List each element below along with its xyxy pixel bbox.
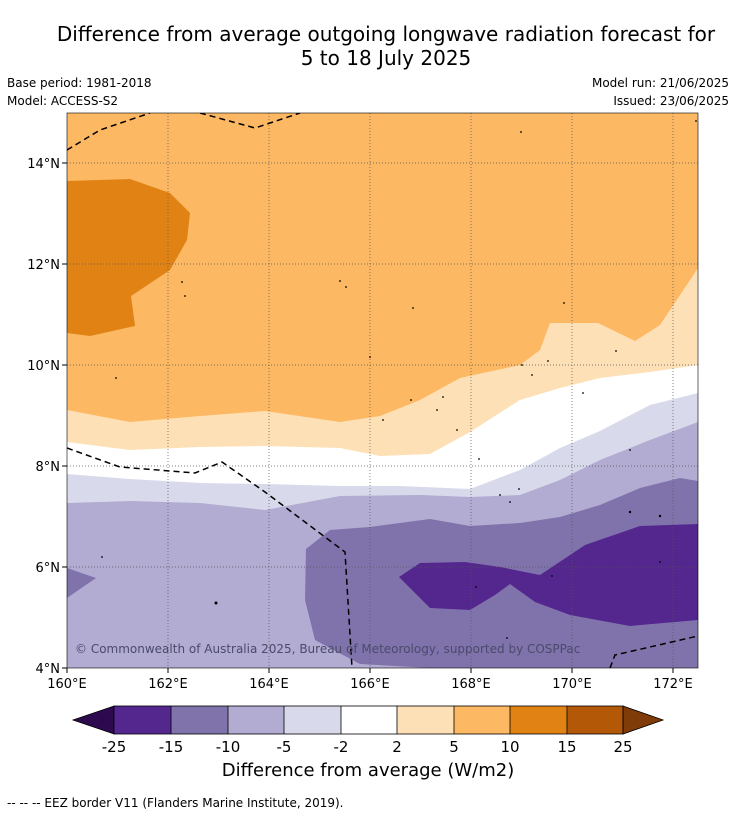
chart-title: Difference from average outgoing longwav… bbox=[0, 22, 736, 70]
colorbar-tick-9: 15 bbox=[557, 738, 576, 756]
colorbar-seg-5 bbox=[341, 706, 397, 734]
colorbar-seg-8 bbox=[510, 706, 567, 734]
colorbar-seg-9 bbox=[567, 706, 623, 734]
colorbar-seg-2 bbox=[171, 706, 228, 734]
y-tick-12n: 12°N bbox=[27, 258, 60, 273]
x-tick-170e: 170°E bbox=[552, 677, 592, 692]
colorbar-tick-2: -15 bbox=[159, 738, 184, 756]
x-tick-160e: 160°E bbox=[47, 677, 87, 692]
colorbar-tick-8: 10 bbox=[500, 738, 519, 756]
y-tick-4n: 4°N bbox=[36, 662, 61, 677]
title-line-2: 5 to 18 July 2025 bbox=[300, 46, 472, 70]
colorbar-tick-6: 2 bbox=[392, 738, 402, 756]
x-tick-166e: 166°E bbox=[350, 677, 390, 692]
copyright-text: © Commonwealth of Australia 2025, Bureau… bbox=[75, 642, 580, 656]
y-tick-6n: 6°N bbox=[36, 561, 61, 576]
colorbar-tick-7: 5 bbox=[449, 738, 459, 756]
colorbar-seg-1 bbox=[114, 706, 171, 734]
field-minus15-minus10-west bbox=[67, 568, 96, 598]
x-tick-162e: 162°E bbox=[148, 677, 188, 692]
y-tick-8n: 8°N bbox=[36, 460, 61, 475]
colorbar-label: Difference from average (W/m2) bbox=[221, 760, 515, 781]
grid-lines bbox=[67, 113, 698, 668]
eez-borders bbox=[67, 113, 698, 668]
field-minus25-minus15 bbox=[399, 524, 698, 626]
model-name: Model: ACCESS-S2 bbox=[7, 94, 119, 108]
islands bbox=[101, 120, 697, 639]
colorbar-seg-7 bbox=[454, 706, 510, 734]
model-run: Model run: 21/06/2025 bbox=[591, 76, 729, 90]
base-period: Base period: 1981-2018 bbox=[7, 76, 152, 90]
meta-right: Model run: 21/06/2025 Issued: 23/06/2025 bbox=[592, 74, 729, 110]
eez-footnote: -- -- -- EEZ border V11 (Flanders Marine… bbox=[7, 796, 344, 810]
colorbar-frame bbox=[113, 705, 624, 735]
colorbar: -25 -15 -10 -5 -2 2 5 10 15 25 bbox=[71, 705, 665, 756]
y-tick-14n: 14°N bbox=[27, 157, 60, 172]
colorbar-seg-3 bbox=[228, 706, 284, 734]
colorbar-seg-6 bbox=[397, 706, 454, 734]
x-tick-168e: 168°E bbox=[451, 677, 491, 692]
x-tick-164e: 164°E bbox=[249, 677, 289, 692]
colorbar-seg-4 bbox=[284, 706, 341, 734]
colorbar-extend-low bbox=[71, 705, 115, 735]
colorbar-tick-5: -2 bbox=[334, 738, 349, 756]
colorbar-tick-10: 25 bbox=[613, 738, 632, 756]
meta-left: Base period: 1981-2018 Model: ACCESS-S2 bbox=[7, 74, 152, 110]
title-line-1: Difference from average outgoing longwav… bbox=[56, 22, 716, 46]
map-fields bbox=[67, 113, 698, 668]
colorbar-tick-1: -25 bbox=[102, 738, 127, 756]
colorbar-tick-4: -5 bbox=[277, 738, 292, 756]
issued-date: Issued: 23/06/2025 bbox=[613, 94, 729, 108]
y-tick-10n: 10°N bbox=[27, 359, 60, 374]
plot-frame bbox=[66, 112, 699, 669]
axis-ticks bbox=[62, 162, 674, 673]
x-tick-172e: 172°E bbox=[653, 677, 693, 692]
field-10-15 bbox=[67, 179, 190, 336]
colorbar-extend-high bbox=[622, 705, 665, 735]
colorbar-tick-3: -10 bbox=[216, 738, 241, 756]
